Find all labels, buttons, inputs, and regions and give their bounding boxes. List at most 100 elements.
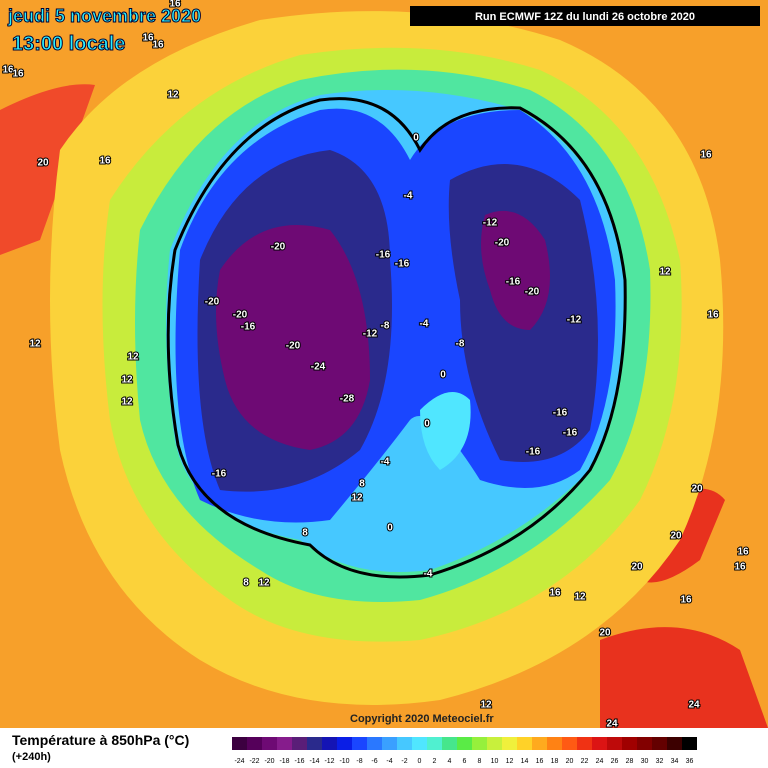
colorbar-label: 2 bbox=[433, 758, 437, 765]
contour-label: -16 bbox=[563, 428, 578, 439]
colorbar-cell bbox=[547, 737, 562, 750]
colorbar-label: 36 bbox=[686, 758, 694, 765]
colorbar-label: 22 bbox=[581, 758, 589, 765]
colorbar-label: 16 bbox=[536, 758, 544, 765]
cold-area bbox=[420, 392, 471, 470]
zero-isotherm bbox=[166, 97, 627, 579]
colorbar-cell bbox=[682, 737, 697, 750]
colorbar-label: 6 bbox=[463, 758, 467, 765]
contour-label: 12 bbox=[351, 493, 363, 504]
colorbar-label: -18 bbox=[279, 758, 289, 765]
colorbar-label: 14 bbox=[521, 758, 529, 765]
colorbar-label: 18 bbox=[551, 758, 559, 765]
contour-label: 16 bbox=[99, 156, 111, 167]
contour-label: 20 bbox=[37, 158, 49, 169]
colorbar-cell bbox=[397, 737, 412, 750]
colorbar-cell bbox=[262, 737, 277, 750]
contour-label: -4 bbox=[424, 569, 433, 580]
contour-label: -16 bbox=[212, 469, 227, 480]
colorbar-cell bbox=[517, 737, 532, 750]
warm-area bbox=[0, 84, 95, 256]
colorbar-cell bbox=[622, 737, 637, 750]
colorbar-cell bbox=[532, 737, 547, 750]
contour-label: -8 bbox=[381, 321, 390, 332]
contour-label: 8 bbox=[302, 528, 308, 539]
contour-label: -16 bbox=[506, 277, 521, 288]
contour-label: 24 bbox=[688, 700, 700, 711]
colorbar-label: -6 bbox=[371, 758, 377, 765]
colorbar-cell bbox=[277, 737, 292, 750]
colorbar-label: -2 bbox=[401, 758, 407, 765]
colorbar-cell bbox=[607, 737, 622, 750]
colorbar-cell bbox=[667, 737, 682, 750]
date: jeudi 5 novembre 2020 bbox=[7, 6, 201, 26]
contour-label: -16 bbox=[376, 250, 391, 261]
contour-label: -20 bbox=[233, 310, 248, 321]
run-box bbox=[410, 6, 760, 26]
colorbar-cell bbox=[487, 737, 502, 750]
contour-label: 16 bbox=[549, 588, 561, 599]
colorbar-label: -14 bbox=[309, 758, 319, 765]
colorbar-cell bbox=[337, 737, 352, 750]
colorbar-label: -20 bbox=[264, 758, 274, 765]
copyright: Copyright 2020 Meteociel.fr bbox=[350, 713, 494, 725]
lead-time: (+240h) bbox=[12, 751, 51, 763]
colorbar-label: 34 bbox=[671, 758, 679, 765]
colorbar-label: 10 bbox=[491, 758, 499, 765]
contour-label: -4 bbox=[420, 319, 429, 330]
contour-label: 8 bbox=[359, 479, 365, 490]
contour-label: 16 bbox=[152, 40, 164, 51]
contour-label: 16 bbox=[737, 547, 749, 558]
contour-label: -12 bbox=[567, 315, 582, 326]
contour-label: 16 bbox=[2, 65, 14, 76]
colorbar-label: -12 bbox=[324, 758, 334, 765]
contour-label: 16 bbox=[700, 150, 712, 161]
colorbar-cell bbox=[412, 737, 427, 750]
contour-label: 20 bbox=[670, 531, 682, 542]
contour-label: -16 bbox=[395, 259, 410, 270]
contour-label: 12 bbox=[167, 90, 179, 101]
contour-label: 0 bbox=[424, 419, 430, 430]
colorbar-label: -24 bbox=[234, 758, 244, 765]
contour-label: 16 bbox=[12, 69, 24, 80]
contour-label: 12 bbox=[659, 267, 671, 278]
contour-label: -20 bbox=[525, 287, 540, 298]
contour-label: 0 bbox=[387, 523, 393, 534]
colorbar-label: 26 bbox=[611, 758, 619, 765]
contour-label: -20 bbox=[495, 238, 510, 249]
contour-label: -24 bbox=[311, 362, 326, 373]
colorbar-cell bbox=[232, 737, 247, 750]
contour-label: 16 bbox=[142, 33, 154, 44]
contour-label: -16 bbox=[241, 322, 256, 333]
contour-label: 20 bbox=[631, 562, 643, 573]
contour-label: -8 bbox=[456, 339, 465, 350]
contour-label: 16 bbox=[707, 310, 719, 321]
colorbar-label: 8 bbox=[478, 758, 482, 765]
contour-label: 0 bbox=[440, 370, 446, 381]
colorbar-cell bbox=[442, 737, 457, 750]
colorbar-label: -8 bbox=[356, 758, 362, 765]
colorbar-cell bbox=[307, 737, 322, 750]
contour-label: 8 bbox=[243, 578, 249, 589]
colorbar-cell bbox=[502, 737, 517, 750]
contour-label: -20 bbox=[286, 341, 301, 352]
contour-label: 24 bbox=[606, 719, 618, 730]
colorbar-label: 0 bbox=[418, 758, 422, 765]
contour-label: -16 bbox=[526, 447, 541, 458]
colorbar-label: 24 bbox=[596, 758, 604, 765]
contour-label: 12 bbox=[480, 700, 492, 711]
colorbar-cell bbox=[367, 737, 382, 750]
contour-label: 16 bbox=[734, 562, 746, 573]
contour-label: -12 bbox=[483, 218, 498, 229]
contour-label: 12 bbox=[121, 375, 133, 386]
colorbar-cell bbox=[382, 737, 397, 750]
colorbar-label: -4 bbox=[386, 758, 392, 765]
colorbar-label: -10 bbox=[339, 758, 349, 765]
time: 13:00 locale bbox=[12, 33, 125, 55]
contour-label: -20 bbox=[205, 297, 220, 308]
extreme-cold-area bbox=[216, 210, 550, 450]
colorbar-label: 4 bbox=[448, 758, 452, 765]
colorbar-label: 12 bbox=[506, 758, 514, 765]
contour-label: -4 bbox=[404, 191, 413, 202]
